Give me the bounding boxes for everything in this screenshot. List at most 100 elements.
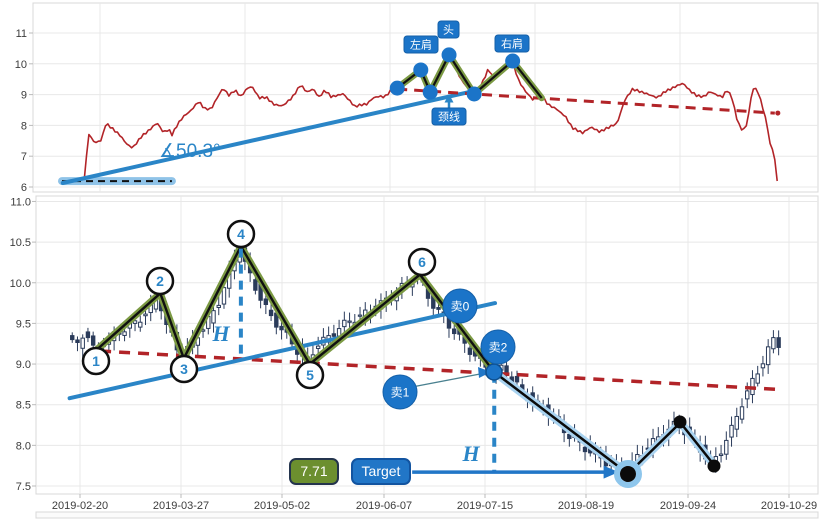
x-tick-label: 2019-08-19 (558, 500, 614, 512)
candlestick (221, 287, 227, 305)
candlestick (467, 347, 473, 355)
head-box (437, 20, 460, 39)
hs-vertex-dot (466, 86, 482, 102)
target-box (351, 458, 411, 485)
bottom-panel[interactable]: 11.0 10.5 10.0 9.5 9.0 8.5 8.0 7.5 2019-02-20 201… (10, 195, 819, 519)
breakdown-dot (485, 363, 503, 381)
right-shoulder-box (494, 34, 530, 53)
x-tick-label: 2019-09-24 (660, 500, 716, 512)
breakdown-path (493, 371, 715, 476)
neckline-end-dot (775, 110, 781, 116)
candlestick (138, 321, 143, 328)
candlestick (729, 424, 734, 438)
candlestick (745, 390, 750, 400)
candlestick (85, 331, 91, 339)
swing-point-1: 1 (81, 346, 111, 376)
candlestick (268, 309, 274, 317)
head-annotation: 头 (437, 20, 460, 39)
candlestick (514, 375, 520, 383)
target-annotation: Target (351, 458, 411, 485)
swing-point-3: 3 (169, 354, 199, 384)
support-line (67, 301, 497, 401)
svg-text:卖0: 卖0 (451, 300, 470, 314)
svg-text:5: 5 (306, 367, 314, 383)
target-hit-ring (614, 460, 642, 488)
candlestick (347, 320, 352, 323)
target-value-label: 7.71 (300, 463, 327, 479)
y-tick-label: 9 (21, 90, 27, 102)
x-tick-label: 2019-07-15 (457, 500, 513, 512)
svg-text:2: 2 (156, 273, 164, 289)
angle-annotation: ∡50.3° (159, 141, 221, 162)
y-tick-label: 8.5 (16, 400, 31, 412)
candlestick (216, 304, 221, 308)
y-tick-label: 9.5 (16, 318, 31, 330)
sell1-marker: 卖1 (382, 374, 418, 410)
candlestick (315, 345, 321, 349)
y-tick-label: 7.5 (16, 481, 31, 493)
candlestick (253, 279, 258, 291)
y-tick-label: 10 (15, 59, 27, 71)
neckline-box (431, 107, 467, 126)
neckline-label: 颈线 (438, 110, 460, 124)
candlestick (132, 320, 138, 324)
svg-text:卖2: 卖2 (489, 341, 508, 355)
candlestick (279, 325, 284, 331)
candlestick (122, 331, 127, 336)
y-tick-label: 9.0 (16, 359, 31, 371)
swing-point-4: 4 (226, 219, 256, 249)
left-shoulder-annotation: 左肩 (403, 35, 439, 54)
y-tick-label: 7 (21, 151, 27, 163)
left-shoulder-label: 左肩 (410, 38, 432, 52)
head-label: 头 (443, 24, 454, 37)
y-tick-label: 8.0 (16, 440, 31, 452)
hs-vertex-dot (441, 47, 457, 63)
sell2-marker: 卖2 (480, 329, 516, 365)
y-tick-label: 10.0 (10, 278, 31, 290)
target-arrow-icon (603, 465, 619, 479)
left-shoulder-box (403, 35, 439, 54)
top-panel[interactable]: 11 10 9 8 7 6 左肩 头 右肩 颈线 ∡50.3° (15, 2, 819, 194)
target-value-annotation: 7.71 (289, 458, 339, 485)
target-value-box (289, 458, 339, 485)
candlestick (357, 314, 363, 317)
swing-point-5: 5 (295, 360, 325, 390)
candlestick (75, 339, 80, 344)
hs-vertex-dot (389, 80, 405, 96)
range-slider[interactable] (35, 511, 819, 519)
svg-text:6: 6 (418, 254, 426, 270)
rebound-peak-dot (673, 415, 687, 429)
y-tick-label: 11.0 (10, 196, 31, 208)
y-tick-label: 10.5 (10, 237, 31, 249)
right-shoulder-annotation: 右肩 (494, 34, 530, 53)
height-label-2: H (461, 441, 480, 466)
second-low-dot (707, 459, 721, 473)
candlestick (263, 298, 269, 305)
swing-point-2: 2 (145, 266, 175, 296)
x-tick-label: 2019-05-02 (254, 500, 310, 512)
candlestick (342, 319, 347, 328)
candlestick (452, 328, 457, 335)
candlestick (765, 346, 771, 366)
hs-vertex-dot (422, 84, 438, 100)
height-label-1: H (211, 321, 230, 346)
target-label: Target (362, 463, 401, 479)
y-tick-label: 6 (21, 182, 27, 194)
candlestick (70, 335, 75, 341)
candlestick (771, 337, 776, 350)
x-tick-label: 2019-03-27 (153, 500, 209, 512)
candlestick (724, 439, 729, 455)
x-tick-label: 2019-10-29 (761, 500, 817, 512)
candlestick (567, 433, 572, 440)
x-tick-label: 2019-02-20 (52, 500, 108, 512)
neckline-annotation: 颈线 (431, 94, 467, 126)
swing-point-6: 6 (407, 247, 437, 277)
y-tick-label: 11 (16, 28, 27, 40)
neckline-dashed-line (397, 87, 775, 115)
candlestick (90, 335, 96, 346)
candlestick (582, 446, 588, 453)
candlestick (331, 333, 337, 337)
candlestick (755, 373, 760, 384)
